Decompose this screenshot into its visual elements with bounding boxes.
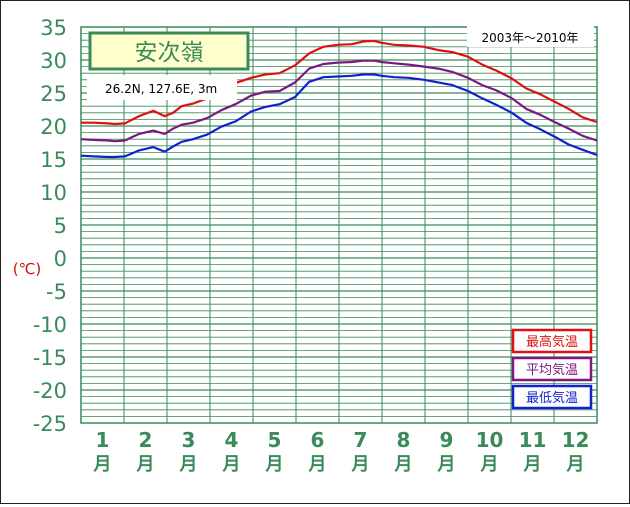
legend-label: 最高気温 [526, 334, 578, 350]
legend-item: 最高気温 [511, 328, 593, 354]
x-tick-suffix: 月 [265, 454, 284, 475]
x-tick-suffix: 月 [136, 454, 155, 475]
y-tick-label: 5 [54, 214, 67, 238]
station-info: 26.2N, 127.6E, 3m [105, 82, 217, 96]
y-tick-label: 25 [40, 82, 67, 106]
x-tick-label: 5 [268, 428, 282, 452]
x-tick-label: 12 [562, 428, 590, 452]
y-tick-label: 30 [40, 49, 67, 73]
x-tick-suffix: 月 [351, 454, 370, 475]
y-tick-label: -25 [33, 412, 67, 436]
series-line [80, 73, 598, 159]
series-line [81, 39, 598, 126]
y-axis-unit: (℃) [13, 260, 42, 278]
chart-title: 安次嶺 [135, 40, 204, 66]
x-tick-suffix: 月 [308, 454, 327, 475]
x-tick-label: 3 [182, 428, 196, 452]
x-tick-label: 2 [139, 428, 153, 452]
x-tick-suffix: 月 [437, 454, 456, 475]
x-tick-suffix: 月 [179, 454, 198, 475]
y-tick-label: 35 [40, 16, 67, 40]
x-tick-suffix: 月 [93, 454, 112, 475]
x-tick-suffix: 月 [480, 454, 499, 475]
legend-swatch [511, 356, 593, 382]
x-tick-label: 4 [225, 428, 239, 452]
x-tick-label: 10 [476, 428, 504, 452]
station-info-box: 26.2N, 127.6E, 3m [87, 75, 237, 100]
period-box: 2003年〜2010年 [467, 26, 594, 47]
axis-ticks: -25-20-15-10-5051015202530351月2月3月4月5月6月… [33, 16, 590, 475]
x-tick-label: 1 [96, 428, 110, 452]
legend-swatch [511, 328, 593, 354]
y-tick-label: -15 [33, 346, 67, 370]
x-tick-label: 7 [354, 428, 368, 452]
x-tick-suffix: 月 [523, 454, 542, 475]
series-line [80, 59, 598, 143]
x-tick-suffix: 月 [394, 454, 413, 475]
y-tick-label: -20 [33, 379, 67, 403]
y-tick-label: 0 [54, 247, 67, 271]
title-box: 安次嶺 [88, 31, 250, 71]
y-tick-label: 15 [40, 148, 67, 172]
legend-swatch [511, 384, 593, 410]
legend-item: 平均気温 [511, 356, 593, 382]
legend-label: 最低気温 [526, 390, 578, 406]
x-tick-label: 6 [311, 428, 325, 452]
x-tick-label: 8 [397, 428, 411, 452]
y-tick-label: 10 [40, 181, 67, 205]
y-tick-label: -10 [33, 313, 67, 337]
grid [80, 26, 598, 424]
x-tick-label: 9 [440, 428, 454, 452]
legend-item: 最低気温 [511, 384, 593, 410]
legend-label: 平均気温 [526, 362, 578, 378]
x-tick-label: 11 [519, 428, 547, 452]
series-lines [80, 39, 598, 159]
x-tick-suffix: 月 [222, 454, 241, 475]
x-tick-suffix: 月 [566, 454, 585, 475]
period-label: 2003年〜2010年 [481, 31, 578, 45]
y-tick-label: 20 [40, 115, 67, 139]
y-tick-label: -5 [46, 280, 67, 304]
